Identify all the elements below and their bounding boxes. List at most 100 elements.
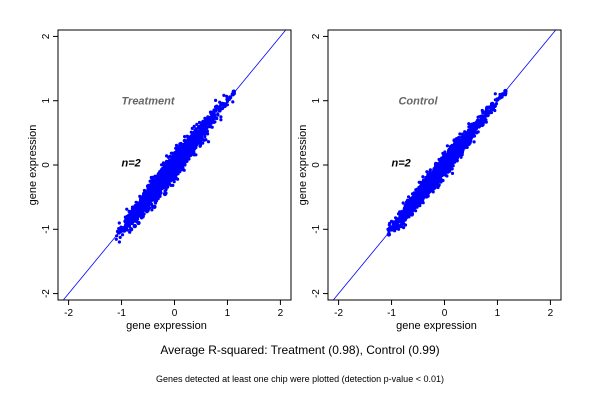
scatter-point [182,143,188,148]
scatter-point [159,185,164,190]
scatter-point [169,183,173,187]
scatter-point [389,219,394,223]
scatter-point [114,237,118,241]
scatter-point [210,125,214,129]
scatter-point [189,142,193,146]
x-tick-label: 1 [225,308,231,319]
scatter-point [162,162,166,166]
scatter-point [197,140,201,144]
scatter-point [472,140,476,144]
x-tick-label: -1 [117,308,126,319]
scatter-point [225,94,229,98]
scatter-point [431,190,435,194]
scatter-point [164,166,169,171]
scatter-point [132,223,137,229]
scatter-point [195,122,199,126]
scatter-point [407,195,411,199]
scatter-point [131,217,136,222]
scatter-point [146,185,152,190]
scatter-point [136,220,141,226]
scatter-point [397,227,401,231]
scatter-point [153,200,157,204]
scatter-point [206,140,211,144]
scatter-point [425,170,429,174]
scatter-point [184,156,189,161]
scatter-point [138,194,142,198]
scatter-point [129,210,133,214]
scatter-point [401,201,405,205]
scatter-point [193,130,198,136]
x-axis-label: gene expression [126,320,207,332]
scatter-point [174,153,180,158]
scatter-point [190,133,196,139]
scatter-point [231,89,236,94]
scatter-point [177,159,182,164]
scatter-point [152,204,157,209]
scatter-point [203,135,207,139]
y-tick-label: 1 [41,97,52,103]
scatter-point [122,228,127,233]
scatter-point [214,98,218,102]
scatter-point [410,212,415,216]
scatter-point [156,188,161,193]
scatter-point [417,180,421,184]
scatter-point [143,203,147,207]
scatter-point [152,188,156,193]
scatter-point [123,215,127,219]
scatter-point [162,173,166,177]
scatter-point [450,167,454,171]
scatter-point [184,150,188,154]
scatter-point [127,220,132,226]
scatter-point [148,198,153,203]
scatter-point [137,207,143,213]
scatter-point [173,175,178,181]
scatter-point [158,193,162,197]
scatter-point [194,153,198,157]
scatter-point [167,155,171,159]
y-tick-label: 2 [41,33,52,39]
scatter-point [141,194,145,198]
scatter-point [202,138,206,142]
scatter-point [209,111,214,116]
scatter-point [222,93,226,97]
scatter-point [183,135,187,139]
scatter-point [445,144,449,148]
scatter-point [150,175,155,181]
scatter-point [138,198,143,202]
scatter-point [452,159,456,164]
identity-line [62,30,287,300]
scatter-point [189,130,193,134]
scatter-point [465,145,469,149]
scatter-point [214,104,220,110]
scatter-point [219,115,223,119]
scatter-point [201,130,206,136]
scatter-point [165,159,169,163]
sample-size-label: n=2 [122,157,141,169]
scatter-point [169,169,175,174]
y-axis-label: gene expression [27,125,39,206]
scatter-point [167,175,172,181]
scatter-point [166,181,170,185]
scatter-point [125,228,129,232]
scatter-point [192,143,197,148]
scatter-point [138,200,143,204]
scatter-point [204,117,209,123]
scatter-point [135,211,140,216]
scatter-point [151,191,156,197]
scatter-point [201,122,205,126]
panel-title: Treatment [122,96,176,108]
scatter-point [150,208,154,212]
scatter-point [493,92,497,96]
x-tick-label: 2 [278,308,284,319]
scatter-point [162,191,168,197]
scatter-point [198,137,202,141]
scatter-point [386,227,390,231]
scatter-point [192,124,196,128]
scatter-point [153,182,159,187]
scatter-point [475,131,479,135]
scatter-point [180,156,185,161]
scatter-point [160,163,164,167]
scatter-point [125,207,129,211]
scatter-point [143,207,148,213]
